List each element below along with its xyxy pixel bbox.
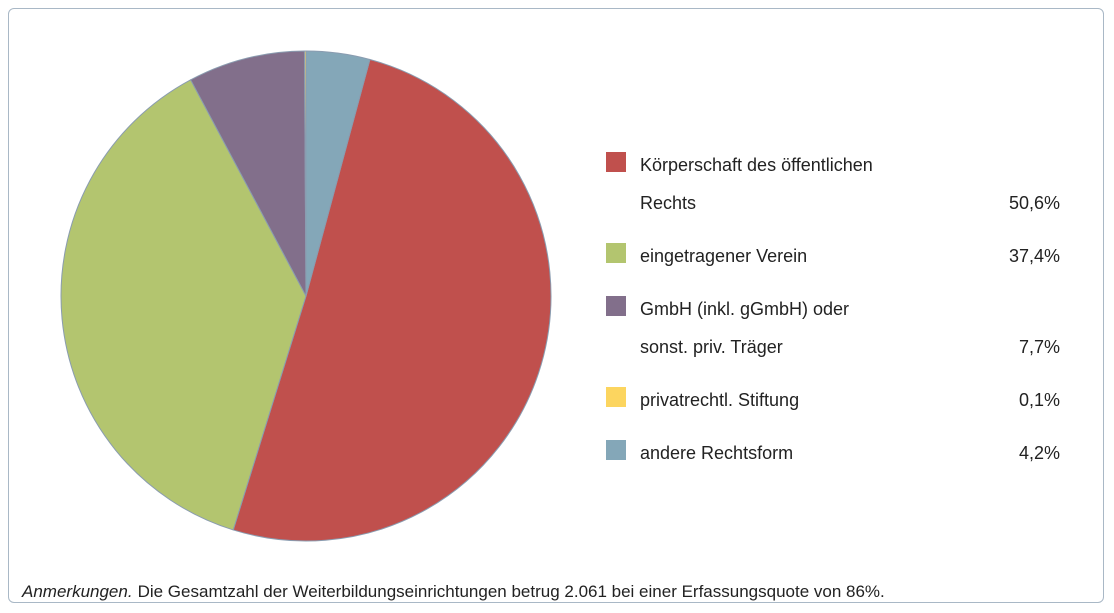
legend-swatch bbox=[606, 152, 626, 172]
legend-item: eingetragener Verein 37,4% bbox=[606, 237, 1060, 275]
legend-swatch bbox=[606, 243, 626, 263]
legend-label: eingetragener Verein bbox=[640, 246, 808, 266]
value-label: 7,7% bbox=[1018, 337, 1060, 357]
legend-swatch bbox=[606, 440, 626, 460]
legend-item: privatrechtl. Stiftung 0,1% bbox=[606, 381, 1060, 419]
note: Anmerkungen. Die Gesamtzahl der Weiterbil… bbox=[22, 582, 885, 602]
value-label: 0,1% bbox=[1018, 390, 1060, 410]
pie-slice bbox=[190, 50, 307, 297]
note-label: Anmerkungen. bbox=[22, 582, 133, 601]
legend-item: Körperschaft des öffentlichen Rechts 50,6… bbox=[606, 146, 1060, 222]
legend-label: GmbH (inkl. gGmbH) oder sonst. priv. Trä… bbox=[640, 299, 850, 357]
legend-label: Körperschaft des öffentlichen Rechts bbox=[640, 155, 873, 213]
note-text: Die Gesamtzahl der Weiterbildungseinrich… bbox=[137, 582, 885, 601]
pie-slice bbox=[60, 79, 307, 531]
value-label: 37,4% bbox=[1008, 246, 1060, 266]
legend-swatch bbox=[606, 296, 626, 316]
legend-label: andere Rechtsform bbox=[640, 443, 794, 463]
pie-slice bbox=[305, 50, 371, 297]
value-label: 50,6% bbox=[1008, 193, 1060, 213]
legend-label: privatrechtl. Stiftung bbox=[640, 390, 800, 410]
legend-swatch bbox=[606, 387, 626, 407]
legend-item: andere Rechtsform 4,2% bbox=[606, 434, 1060, 472]
pie-slice bbox=[232, 58, 552, 542]
legend-item: GmbH (inkl. gGmbH) oder sonst. priv. Trä… bbox=[606, 290, 1060, 366]
chart-frame bbox=[8, 8, 1104, 603]
legend: Körperschaft des öffentlichen Rechts 50,6… bbox=[606, 146, 1060, 487]
value-label: 4,2% bbox=[1018, 443, 1060, 463]
